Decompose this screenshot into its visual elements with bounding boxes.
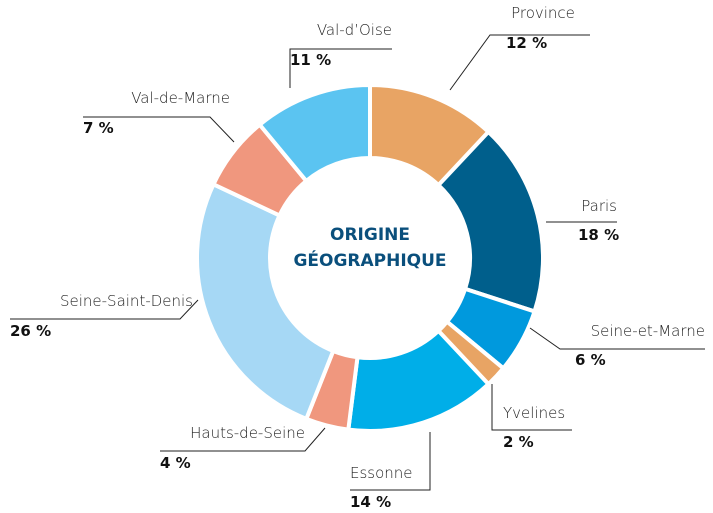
chart-title: ORIGINE GÉOGRAPHIQUE <box>293 225 447 271</box>
slice <box>195 181 336 422</box>
value-label: 18 % <box>578 226 619 244</box>
slice-label: Val-de-Marne <box>131 89 230 107</box>
slice-label: Paris <box>581 197 617 215</box>
slice-label: Essonne <box>350 464 413 482</box>
leader-line <box>289 48 392 88</box>
leader-line <box>160 427 326 452</box>
leader-line <box>10 299 199 320</box>
leader-line <box>449 34 590 91</box>
slice-label: Hauts-de-Seine <box>190 424 305 442</box>
leader-line <box>350 432 431 491</box>
leader-line <box>529 327 705 350</box>
slice-label: Province <box>511 4 575 22</box>
value-label: 14 % <box>350 493 391 511</box>
slice-label: Seine-Saint-Denis <box>60 292 193 310</box>
value-label: 26 % <box>10 322 51 340</box>
value-label: 2 % <box>503 433 534 451</box>
slice-label: Val-d’Oise <box>317 21 392 39</box>
value-label: 6 % <box>575 351 606 369</box>
slice-label: Seine-et-Marne <box>591 322 705 340</box>
value-label: 7 % <box>83 119 114 137</box>
slice-label: Yvelines <box>503 404 565 422</box>
slice <box>256 82 372 184</box>
value-label: 4 % <box>160 454 191 472</box>
value-label: 11 % <box>290 51 331 69</box>
leader-line <box>83 116 235 143</box>
value-label: 12 % <box>506 34 547 52</box>
leader-line <box>491 384 572 431</box>
